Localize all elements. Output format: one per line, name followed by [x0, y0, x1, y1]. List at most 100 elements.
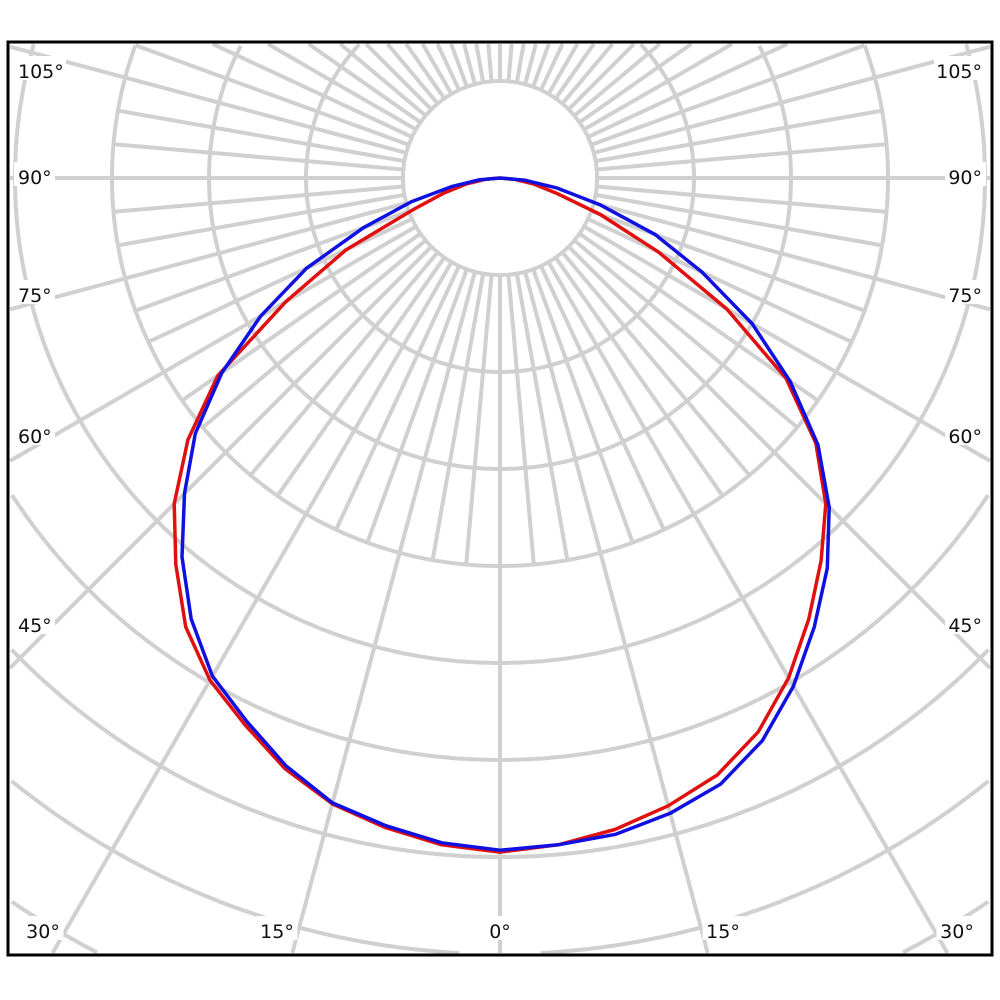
angle-label-bg	[14, 162, 55, 186]
grid-spoke-major	[462, 43, 477, 85]
grid-spoke-major	[593, 44, 991, 155]
grid-spoke-minor	[531, 43, 551, 88]
angle-label: 30°	[26, 921, 60, 943]
plot-frame	[6, 40, 994, 957]
grid-spoke-minor	[386, 42, 440, 105]
grid-spoke-minor	[147, 217, 413, 344]
grid-spoke-minor	[117, 192, 405, 248]
angle-label: 45°	[948, 615, 982, 637]
curves	[172, 176, 831, 854]
grid-spoke-minor	[539, 265, 666, 531]
angle-label: 15°	[706, 921, 740, 943]
grid-spoke-major	[583, 224, 992, 463]
grid-spoke-minor	[404, 42, 447, 100]
grid-spoke-minor	[514, 43, 526, 83]
grid-spoke-major	[364, 42, 433, 111]
grid-spoke-major	[583, 42, 734, 132]
grid-spoke-minor	[486, 43, 494, 82]
grid-spoke-minor	[514, 273, 570, 561]
grid-spoke-major	[9, 201, 407, 312]
grid-spoke-minor	[560, 42, 614, 105]
grid-spoke-minor	[587, 42, 789, 139]
grid-spoke-minor	[578, 231, 819, 403]
grid-spoke-major	[567, 245, 992, 670]
grid-spoke-minor	[474, 43, 486, 83]
grid-spoke-minor	[117, 108, 405, 164]
grid-spoke-major	[523, 271, 710, 954]
grid-spoke-minor	[590, 209, 866, 313]
grid-ring	[10, 648, 990, 859]
grid-spoke-major	[546, 261, 950, 955]
grid-spoke-minor	[334, 265, 461, 531]
angle-label: 105°	[18, 61, 64, 83]
angle-label-bg	[945, 610, 986, 634]
grid-spoke-minor	[435, 43, 461, 91]
grid-spoke-minor	[134, 43, 410, 147]
angle-label-bg	[945, 162, 986, 186]
grid-spoke-minor	[560, 251, 751, 477]
grid-spoke-minor	[596, 142, 887, 172]
grid-ring	[10, 779, 990, 955]
grid-spoke-minor	[595, 192, 883, 248]
grid-spoke-major	[9, 44, 407, 155]
grid-spoke-major	[546, 43, 580, 95]
grid-spoke-major	[266, 42, 417, 132]
grid-spoke-major	[290, 271, 477, 954]
grid-spoke-minor	[578, 42, 693, 125]
angle-label-bg	[14, 421, 55, 445]
angle-label-bg	[945, 421, 986, 445]
angle-label-bg	[14, 280, 55, 304]
grid-spoke-minor	[587, 217, 853, 344]
grid-spoke-minor	[573, 238, 799, 429]
grid-spoke-minor	[506, 43, 514, 82]
angle-label-bg	[936, 916, 978, 940]
grid-spoke-minor	[275, 256, 447, 497]
grid-spoke-minor	[339, 42, 427, 118]
grid-spoke-minor	[430, 273, 486, 561]
grid-spoke-minor	[113, 184, 404, 214]
grid-spoke-minor	[573, 42, 661, 118]
angle-label-bg	[485, 916, 515, 940]
angle-label-bg	[702, 916, 744, 940]
grid-spoke-minor	[307, 42, 422, 125]
angle-label: 75°	[948, 285, 982, 307]
grid-spoke-major	[420, 43, 454, 95]
grid-spoke-minor	[531, 268, 635, 544]
angle-label-bg	[14, 610, 55, 634]
angle-label: 15°	[260, 921, 294, 943]
angle-label: 30°	[940, 921, 974, 943]
angle-label-bg	[945, 280, 986, 304]
angle-label: 45°	[18, 615, 52, 637]
grid-spoke-minor	[553, 42, 596, 100]
angle-labels: 105° 90° 75° 60° 45° 105° 90° 75° 60° 45° 30° 15° 0°…	[14, 56, 986, 943]
angle-label: 105°	[936, 61, 982, 83]
grid-spoke-minor	[113, 142, 404, 172]
grid-spoke-minor	[539, 43, 565, 91]
angle-label: 90°	[18, 167, 52, 189]
grid-spoke-major	[50, 261, 454, 954]
grid-spoke-minor	[249, 251, 440, 477]
grid-ring	[13, 43, 987, 665]
angle-label: 60°	[18, 426, 52, 448]
grid-spoke-minor	[201, 238, 427, 429]
angle-label-bg	[256, 916, 298, 940]
angle-label: 90°	[948, 167, 982, 189]
angle-label-bg	[22, 916, 64, 940]
series-2-curve	[180, 176, 831, 852]
grid-spoke-minor	[596, 184, 887, 214]
grid-spoke-minor	[464, 274, 494, 565]
grid-spoke-minor	[595, 108, 883, 164]
grid-spoke-major	[8, 245, 433, 670]
series-1-curve	[172, 176, 828, 854]
angle-label: 0°	[489, 921, 511, 943]
grid-spoke-minor	[590, 43, 866, 147]
grid-spoke-major	[523, 43, 538, 85]
grid-spoke-major	[567, 42, 636, 111]
grid-spoke-minor	[506, 274, 536, 565]
grid-spoke-minor	[365, 268, 469, 544]
grid-spoke-major	[593, 201, 991, 312]
angle-label-bg	[934, 56, 986, 80]
grid-spoke-minor	[211, 42, 413, 139]
grid-spoke-minor	[449, 43, 469, 88]
